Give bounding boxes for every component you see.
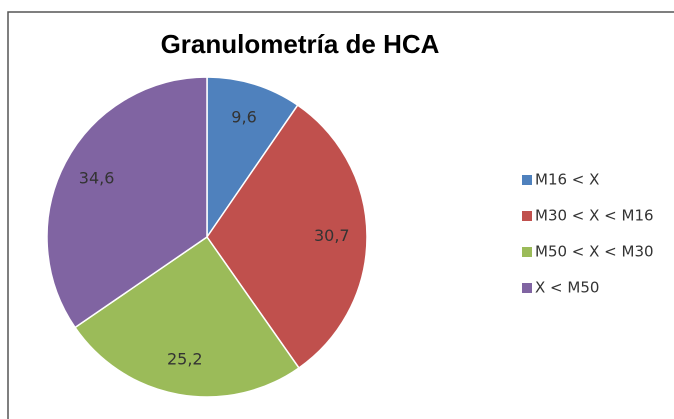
legend-swatch xyxy=(522,247,532,257)
chart-title: Granulometría de HCA xyxy=(161,29,440,59)
legend-label: M30 < X < M16 xyxy=(535,207,654,225)
pie-slice xyxy=(73,235,300,398)
legend-label: M16 < X xyxy=(535,171,599,189)
data-label: 34,6 xyxy=(79,168,115,187)
data-label: 25,2 xyxy=(167,349,203,368)
legend-label: X < M50 xyxy=(535,279,599,297)
legend-swatch xyxy=(522,283,532,293)
legend-swatch xyxy=(522,211,532,221)
pie-slice xyxy=(206,76,299,240)
pie-slice xyxy=(206,104,368,370)
data-label: 30,7 xyxy=(314,226,350,245)
pie-slice xyxy=(46,76,208,329)
data-label: 9,6 xyxy=(231,107,256,126)
legend-label: M50 < X < M30 xyxy=(535,243,654,261)
legend-swatch xyxy=(522,175,532,185)
